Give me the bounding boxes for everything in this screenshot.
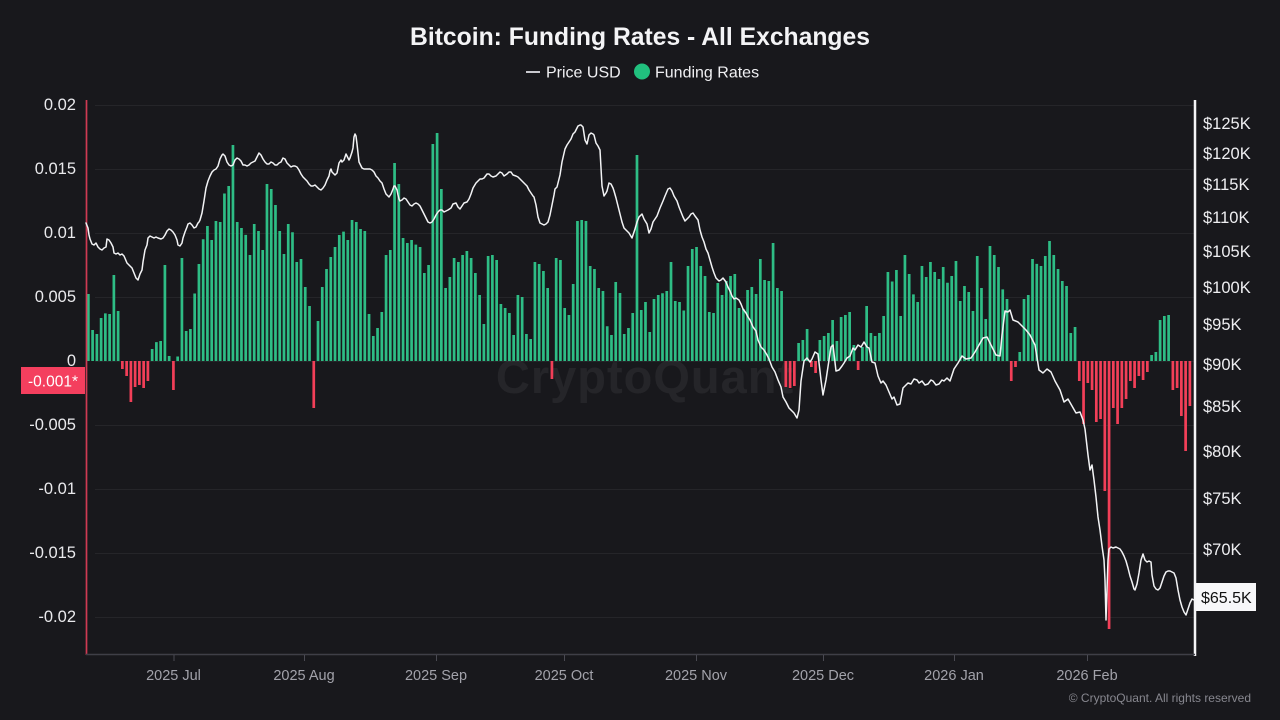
svg-text:$125K: $125K [1203,115,1251,133]
svg-text:Price USD: Price USD [546,65,621,82]
svg-text:$65.5K: $65.5K [1201,590,1252,607]
svg-text:$85K: $85K [1203,398,1242,416]
svg-text:Funding Rates: Funding Rates [655,65,759,82]
svg-text:0: 0 [67,352,76,370]
svg-text:2025 Nov: 2025 Nov [665,668,728,684]
svg-text:$115K: $115K [1203,176,1250,194]
svg-text:0.015: 0.015 [35,160,76,178]
svg-text:2025 Aug: 2025 Aug [273,668,334,684]
svg-text:$90K: $90K [1203,356,1242,374]
svg-text:0.01: 0.01 [44,224,76,242]
svg-text:-0.02: -0.02 [38,608,76,626]
svg-text:0.005: 0.005 [35,288,76,306]
svg-text:Bitcoin: Funding Rates - All E: Bitcoin: Funding Rates - All Exchanges [410,24,870,51]
svg-text:2025 Oct: 2025 Oct [535,668,594,684]
svg-text:$80K: $80K [1203,443,1242,461]
svg-text:2026 Feb: 2026 Feb [1056,668,1117,684]
svg-text:$120K: $120K [1203,145,1251,163]
svg-text:-0.005: -0.005 [29,416,76,434]
svg-text:2025 Jul: 2025 Jul [146,668,201,684]
svg-text:-0.001*: -0.001* [28,374,78,391]
svg-text:2026 Jan: 2026 Jan [924,668,984,684]
svg-text:0.02: 0.02 [44,96,76,114]
svg-text:-0.015: -0.015 [29,544,76,562]
svg-text:$95K: $95K [1203,316,1242,334]
svg-text:-0.01: -0.01 [38,480,76,498]
svg-text:$105K: $105K [1203,243,1251,261]
svg-text:$70K: $70K [1203,541,1242,559]
svg-text:$110K: $110K [1203,209,1250,227]
svg-text:2025 Dec: 2025 Dec [792,668,854,684]
svg-text:$100K: $100K [1203,279,1251,297]
svg-text:$75K: $75K [1203,490,1242,508]
svg-text:2025 Sep: 2025 Sep [405,668,467,684]
svg-text:© CryptoQuant. All rights rese: © CryptoQuant. All rights reserved [1069,691,1251,705]
